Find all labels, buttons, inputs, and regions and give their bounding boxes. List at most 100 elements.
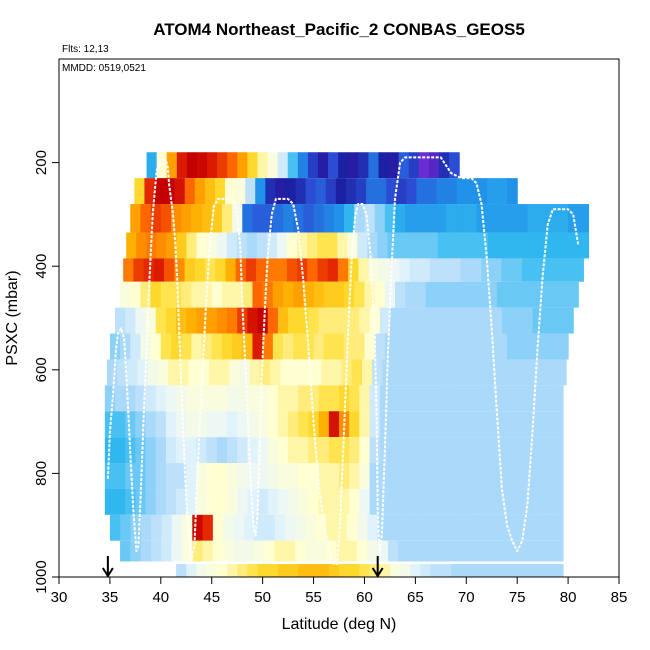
- heatmap-cell: [339, 307, 350, 334]
- marker-layer: [102, 556, 384, 578]
- heatmap-cell: [237, 488, 248, 515]
- heatmap-cell: [522, 411, 534, 438]
- heatmap-cell: [191, 333, 203, 360]
- flight-track-layer: [106, 156, 580, 565]
- heatmap-cell: [415, 204, 427, 233]
- heatmap-cell: [338, 152, 349, 179]
- heatmap-cell: [379, 463, 391, 489]
- heatmap-cell: [115, 411, 126, 438]
- heatmap-cell: [194, 258, 206, 282]
- heatmap-cell: [176, 232, 188, 259]
- heatmap-cell: [410, 437, 422, 464]
- heatmap-cell: [562, 258, 574, 282]
- heatmap-cell: [186, 488, 198, 515]
- heatmap-cell: [545, 359, 557, 386]
- heatmap-cell: [498, 232, 509, 259]
- heatmap-cell: [297, 152, 309, 179]
- heatmap-cell: [425, 281, 437, 308]
- heatmap-cell: [426, 178, 438, 205]
- heatmap-cell: [186, 411, 198, 438]
- x-tick-label: 70: [458, 589, 475, 606]
- y-tick-label: 200: [33, 150, 50, 175]
- heatmap-cell: [155, 488, 167, 515]
- heatmap-cell: [188, 359, 200, 386]
- heatmap-cell: [247, 463, 259, 489]
- heatmap-cell: [490, 514, 502, 541]
- heatmap-cell: [257, 152, 269, 179]
- heatmap-cell: [358, 258, 370, 282]
- heatmap-cell: [481, 385, 493, 412]
- heatmap-cell: [364, 281, 376, 308]
- heatmap-cell: [349, 307, 360, 334]
- heatmap-cell: [349, 463, 360, 489]
- heatmap-cell: [406, 178, 418, 205]
- heatmap-cell: [181, 333, 192, 360]
- heatmap-cell: [477, 232, 489, 259]
- heatmap-cell: [318, 307, 330, 334]
- heatmap-cell: [522, 437, 534, 464]
- heatmap-cell: [219, 359, 230, 386]
- heatmap-cell: [349, 411, 360, 438]
- heatmap-cell: [247, 307, 259, 334]
- heatmap-cell: [202, 540, 214, 562]
- heatmap-cell: [522, 463, 534, 489]
- heatmap-cell: [171, 204, 182, 233]
- heatmap-cell: [242, 204, 254, 233]
- heatmap-cell: [266, 258, 278, 282]
- heatmap-cell: [176, 411, 187, 438]
- heatmap-cell: [328, 463, 340, 489]
- heatmap-cell: [419, 258, 431, 282]
- heatmap-cell: [521, 514, 533, 541]
- heatmap-cell: [303, 204, 315, 233]
- heatmap-cell: [407, 232, 419, 259]
- heatmap-cell: [361, 359, 373, 386]
- heatmap-cell: [409, 258, 421, 282]
- x-tick-label: 85: [611, 589, 628, 606]
- heatmap-cell: [165, 488, 177, 515]
- heatmap-cell: [418, 152, 430, 179]
- heatmap-cell: [408, 540, 420, 562]
- heatmap-cell: [156, 152, 168, 179]
- heatmap-cell: [341, 359, 353, 386]
- heatmap-cell: [246, 232, 258, 259]
- heatmap-cell: [308, 385, 320, 412]
- heatmap-cell: [288, 385, 299, 412]
- heatmap-cell: [134, 178, 146, 205]
- heatmap-cell: [201, 204, 213, 233]
- heatmap-cell: [542, 437, 554, 464]
- heatmap-cell: [508, 232, 519, 259]
- heatmap-cell: [461, 411, 472, 438]
- heatmap-cell: [186, 564, 198, 577]
- heatmap-cell: [481, 411, 493, 438]
- heatmap-cell: [461, 463, 472, 489]
- heatmap-cell: [354, 204, 366, 233]
- heatmap-cell: [313, 204, 325, 233]
- heatmap-cell: [451, 385, 462, 412]
- heatmap-cell: [181, 204, 192, 233]
- heatmap-cell: [191, 204, 203, 233]
- heatmap-cell: [160, 333, 172, 360]
- heatmap-cell: [247, 564, 259, 577]
- heatmap-cell: [443, 359, 455, 386]
- heatmap-cell: [145, 411, 157, 438]
- heatmap-cell: [117, 359, 128, 386]
- heatmap-cell: [461, 488, 472, 515]
- heatmap-cell: [125, 307, 136, 334]
- heatmap-cell: [400, 307, 411, 334]
- heatmap-cell: [369, 411, 381, 438]
- heatmap-cell: [512, 437, 523, 464]
- heatmap-cell: [466, 281, 478, 308]
- heatmap-cell: [547, 204, 559, 233]
- heatmap-cell: [249, 359, 261, 386]
- heatmap-cell: [155, 385, 167, 412]
- heatmap-cell: [417, 232, 429, 259]
- heatmap-cell: [389, 307, 401, 334]
- heatmap-cell: [400, 385, 411, 412]
- heatmap-cell: [512, 385, 523, 412]
- heatmap-cell: [206, 307, 218, 334]
- heatmap-cell: [161, 514, 173, 541]
- heatmap-cell: [359, 463, 371, 489]
- heatmap-cell: [290, 359, 302, 386]
- heatmap-cell: [257, 564, 269, 577]
